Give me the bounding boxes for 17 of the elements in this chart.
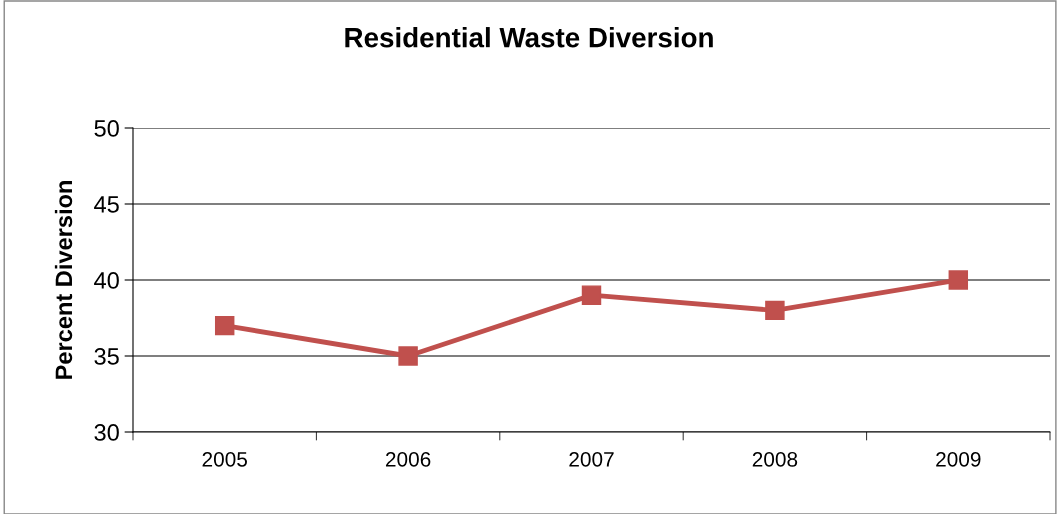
x-tick-label: 2009 [936, 451, 981, 467]
x-tick-label: 2005 [202, 451, 247, 467]
y-tick-label: 35 [94, 348, 119, 365]
y-tick-label: 50 [94, 120, 119, 137]
x-tick-label: 2007 [569, 451, 614, 467]
chart-title: Residential Waste Diversion [345, 27, 713, 48]
point [948, 270, 969, 290]
y-tick-label: 45 [94, 196, 119, 213]
x-tick-label: 2008 [752, 451, 798, 467]
point [214, 315, 235, 336]
point [765, 300, 785, 321]
point [581, 285, 602, 305]
y-tick-label: 30 [94, 424, 119, 441]
point [398, 346, 418, 366]
x-tick-label: 2006 [385, 451, 431, 467]
y-axis-title: Percent Diversion [54, 181, 73, 379]
y-tick-label: 40 [94, 272, 119, 289]
